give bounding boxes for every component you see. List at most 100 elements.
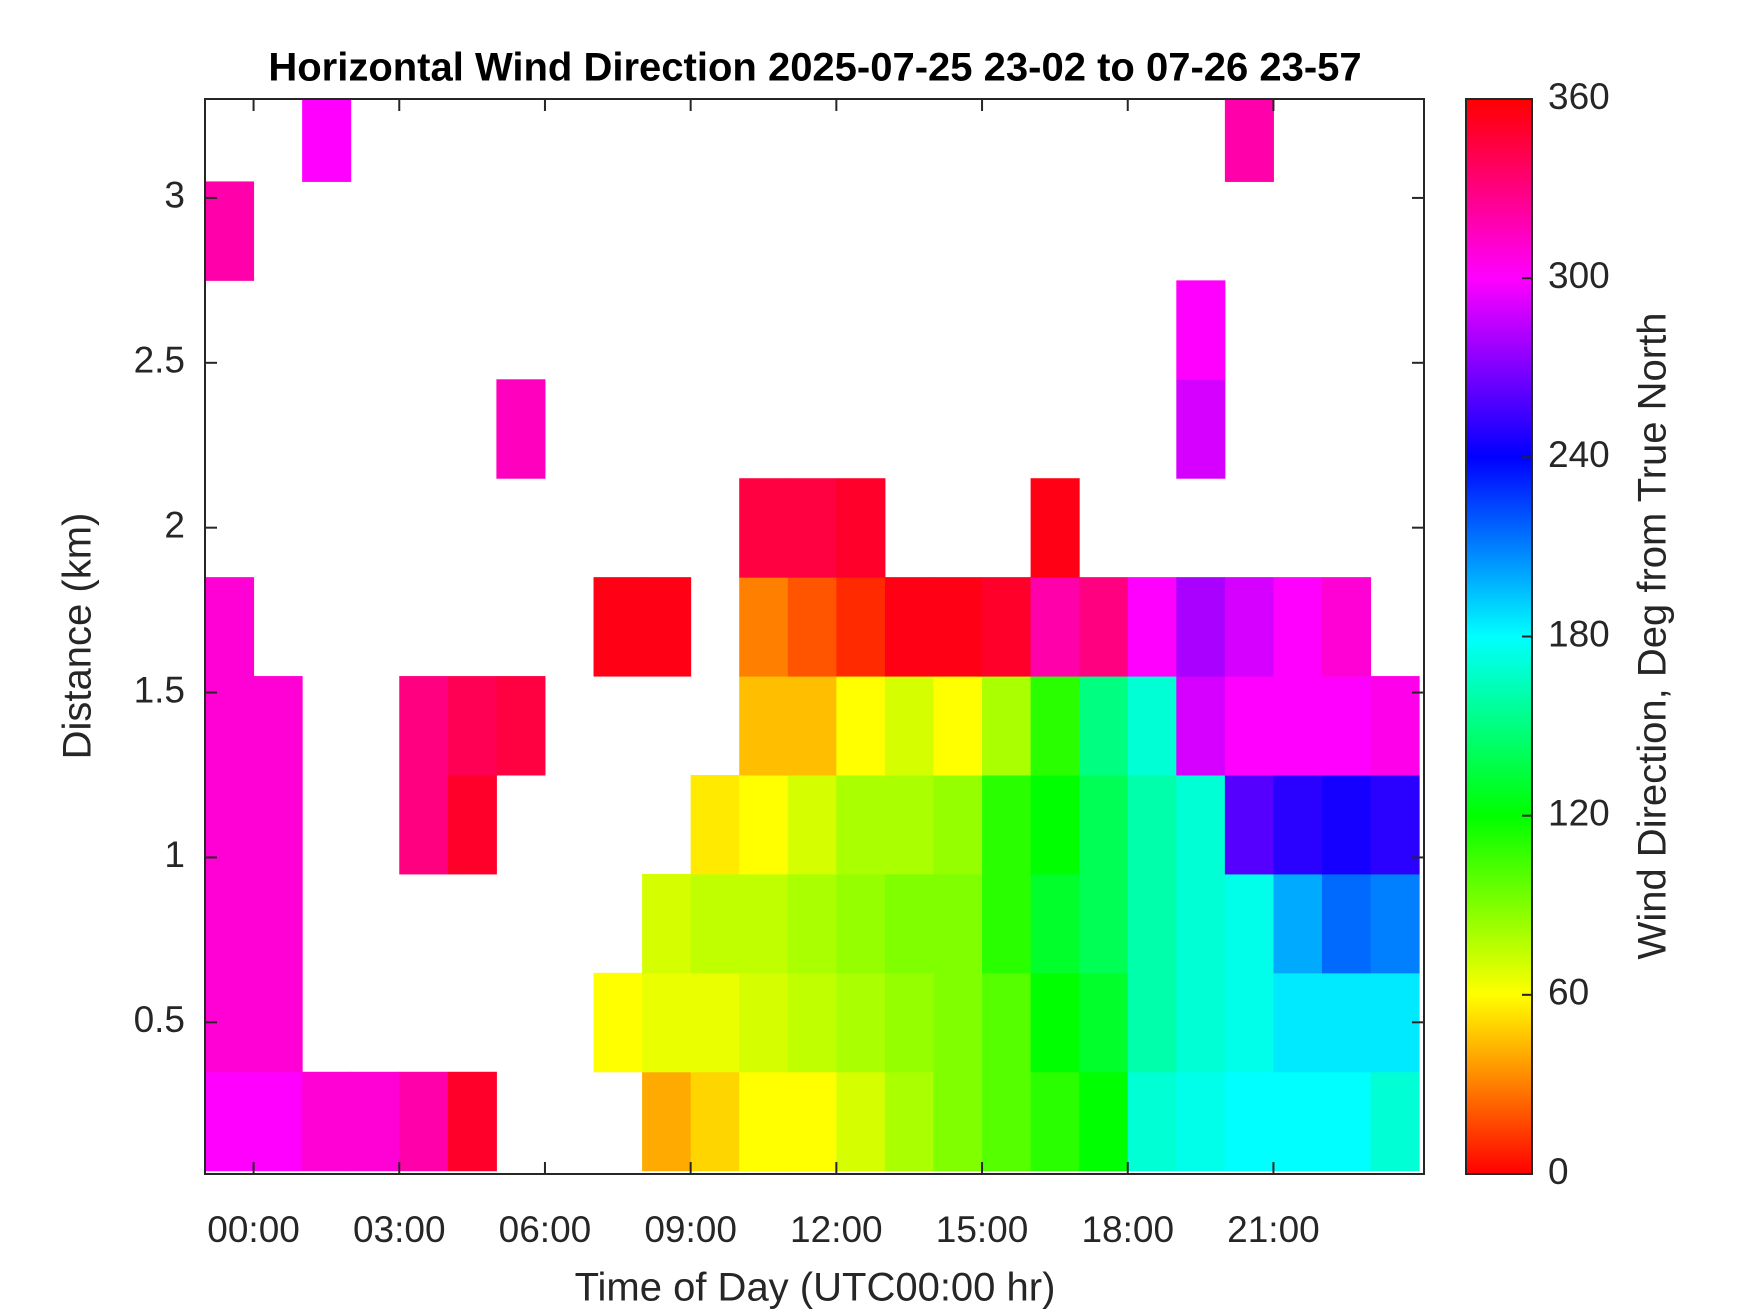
heat-cell xyxy=(1273,1071,1323,1172)
heat-cell xyxy=(739,972,789,1073)
heat-cell xyxy=(1176,577,1226,677)
heat-cell xyxy=(787,972,837,1073)
heat-cell xyxy=(1224,577,1274,677)
heat-cell xyxy=(1322,873,1372,974)
heat-cell xyxy=(690,774,740,875)
heat-cell xyxy=(1176,1071,1226,1172)
heat-cell xyxy=(787,478,837,578)
heat-cell xyxy=(1322,972,1372,1073)
heat-cell xyxy=(739,1071,789,1172)
heat-cell xyxy=(593,577,643,677)
heat-cell xyxy=(982,972,1032,1073)
y-axis-label: Distance (km) xyxy=(56,513,100,760)
heat-cell xyxy=(836,774,886,875)
heat-cell xyxy=(884,873,934,974)
x-axis-label: Time of Day (UTC00:00 hr) xyxy=(575,1266,1056,1310)
y-tick-label: 2.5 xyxy=(134,340,185,381)
heat-cell xyxy=(836,577,886,677)
heat-cell xyxy=(642,873,692,974)
heat-cell xyxy=(1370,774,1420,875)
heat-cell xyxy=(205,1071,255,1172)
heat-cell xyxy=(1079,577,1129,677)
heat-cell xyxy=(1030,1071,1080,1172)
heat-cell xyxy=(205,873,255,974)
heat-cell xyxy=(253,972,303,1073)
heat-cell xyxy=(642,972,692,1073)
heat-cell xyxy=(253,676,303,776)
heat-cell xyxy=(302,99,352,182)
colorbar xyxy=(1465,98,1533,1175)
heat-cell xyxy=(1176,379,1226,479)
x-tick-label: 00:00 xyxy=(207,1209,300,1250)
heat-cell xyxy=(1224,972,1274,1073)
heat-cell xyxy=(884,577,934,677)
heat-cell xyxy=(1176,774,1226,875)
colorbar-tick-label: 60 xyxy=(1548,972,1589,1013)
heat-cell xyxy=(836,873,886,974)
heat-cell xyxy=(787,676,837,776)
heat-cell xyxy=(350,1071,400,1172)
heat-cell xyxy=(447,676,497,776)
heat-cell xyxy=(836,478,886,578)
heat-cell xyxy=(1224,774,1274,875)
heat-cell xyxy=(205,774,255,875)
x-tick-label: 15:00 xyxy=(936,1209,1029,1250)
heat-cell xyxy=(642,1071,692,1172)
heat-cell xyxy=(1030,972,1080,1073)
heat-cell xyxy=(1127,873,1177,974)
heat-cell xyxy=(1370,676,1420,776)
heat-cell xyxy=(399,774,449,875)
heat-cell xyxy=(690,972,740,1073)
heat-cell xyxy=(1030,478,1080,578)
heat-cell xyxy=(982,774,1032,875)
heat-cell xyxy=(1176,873,1226,974)
heat-cell xyxy=(739,873,789,974)
heat-cell xyxy=(1079,1071,1129,1172)
heat-cell xyxy=(1079,873,1129,974)
heat-cell xyxy=(1322,577,1372,677)
heat-cell xyxy=(884,972,934,1073)
heat-cell xyxy=(739,774,789,875)
colorbar-tick-label: 240 xyxy=(1548,434,1610,475)
heat-cell xyxy=(982,676,1032,776)
heat-cell xyxy=(642,577,692,677)
y-tick-label: 3 xyxy=(164,175,185,216)
heat-cell xyxy=(253,873,303,974)
colorbar-label: Wind Direction, Deg from True North xyxy=(1631,313,1675,960)
heat-cell xyxy=(205,181,255,281)
heat-cell xyxy=(1127,972,1177,1073)
plot-frame xyxy=(204,98,1425,1175)
heat-cell xyxy=(1224,1071,1274,1172)
heat-cell xyxy=(1176,972,1226,1073)
heat-cell xyxy=(836,972,886,1073)
heat-cell xyxy=(787,774,837,875)
heat-cell xyxy=(1322,1071,1372,1172)
heat-cell xyxy=(447,1071,497,1172)
x-tick-label: 06:00 xyxy=(499,1209,592,1250)
heat-cell xyxy=(399,1071,449,1172)
heat-cell xyxy=(739,478,789,578)
heat-cell xyxy=(1127,774,1177,875)
heat-cell xyxy=(205,676,255,776)
heat-cell xyxy=(787,1071,837,1172)
heat-cell xyxy=(1127,1071,1177,1172)
heat-cell xyxy=(884,676,934,776)
heat-cell xyxy=(1273,676,1323,776)
heat-cell xyxy=(1030,676,1080,776)
heat-cell xyxy=(884,774,934,875)
heat-cell xyxy=(1030,873,1080,974)
heat-cell xyxy=(1224,676,1274,776)
heat-cell xyxy=(253,1071,303,1172)
heat-cell xyxy=(739,676,789,776)
colorbar-tick-label: 300 xyxy=(1548,255,1610,296)
heat-cell xyxy=(205,577,255,677)
x-tick-label: 18:00 xyxy=(1081,1209,1174,1250)
heat-cell xyxy=(690,1071,740,1172)
colorbar-tick-label: 0 xyxy=(1548,1151,1569,1192)
heat-cell xyxy=(1322,774,1372,875)
heat-cell xyxy=(787,873,837,974)
colorbar-tick-label: 360 xyxy=(1548,76,1610,117)
heat-cell xyxy=(1030,577,1080,677)
heat-cell xyxy=(1273,873,1323,974)
